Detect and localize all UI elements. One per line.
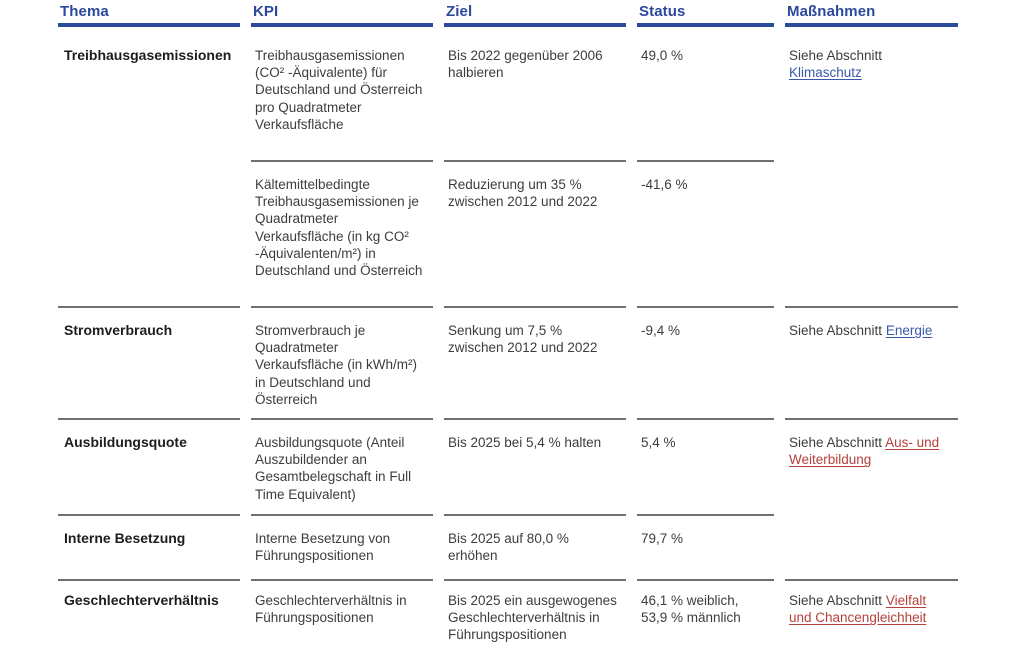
table-row: Geschlechterverhältnis Geschlechterverhä…: [58, 579, 1024, 661]
cell-status: 46,1 % weiblich, 53,9 % männlich: [637, 579, 774, 661]
cell-ziel: Bis 2025 ein ausgewogenes Geschlechterve…: [444, 579, 626, 661]
cell-massnahmen: Siehe Abschnitt Vielfalt und Chancenglei…: [785, 579, 958, 661]
cell-kpi: Stromverbrauch je Quadratmeter Verkaufsf…: [251, 306, 433, 418]
cell-status: -9,4 %: [637, 306, 774, 418]
cell-ziel: Bis 2025 auf 80,0 % erhöhen: [444, 514, 626, 579]
column-header-ziel: Ziel: [444, 2, 626, 27]
table-row: Ausbildungsquote Ausbildungsquote (Antei…: [58, 418, 1024, 514]
link-vielfalt-und-chancengleichheit[interactable]: Vielfalt und Chancengleichheit: [789, 593, 927, 626]
cell-thema: Interne Besetzung: [58, 514, 240, 579]
cell-massnahmen: [785, 514, 958, 579]
cell-kpi: Treibhausgasemissionen (CO² -Äquivalente…: [255, 48, 423, 132]
massnahmen-prefix: Siehe Abschnitt: [789, 435, 883, 450]
table-header-row: Thema KPI Ziel Status Maßnahmen: [58, 2, 1024, 27]
column-header-thema: Thema: [58, 2, 240, 27]
link-aus-und-weiterbildung[interactable]: Aus- und Weiterbildung: [789, 435, 940, 468]
table-row: Treibhausgasemissionen Treibhausgasemiss…: [58, 45, 1024, 160]
table-row: Kältemittelbedingte Treibhausgasemission…: [58, 160, 1024, 306]
table-row: Stromverbrauch Stromverbrauch je Quadrat…: [58, 306, 1024, 418]
cell-status: 79,7 %: [637, 514, 774, 579]
massnahmen-prefix: Siehe Abschnitt: [789, 48, 883, 63]
cell-ziel: Bis 2025 bei 5,4 % halten: [444, 418, 626, 514]
cell-thema: Treibhausgasemissionen: [64, 47, 232, 63]
cell-massnahmen: Siehe Abschnitt Aus- und Weiterbildung: [785, 418, 958, 514]
cell-kpi: Kältemittelbedingte Treibhausgasemission…: [251, 160, 433, 306]
cell-ziel: Senkung um 7,5 % zwischen 2012 und 2022: [444, 306, 626, 418]
cell-kpi: Interne Besetzung von Führungspositionen: [251, 514, 433, 579]
cell-thema: Stromverbrauch: [58, 306, 240, 418]
cell-kpi: Geschlechterverhältnis in Führungspositi…: [251, 579, 433, 661]
link-energie[interactable]: Energie: [885, 323, 933, 338]
cell-thema: Geschlechterverhältnis: [58, 579, 240, 661]
cell-status: -41,6 %: [637, 160, 774, 306]
column-header-kpi: KPI: [251, 2, 433, 27]
cell-massnahmen: Siehe Abschnitt Klimaschutz: [785, 45, 958, 160]
massnahmen-prefix: Siehe Abschnitt: [789, 323, 883, 338]
cell-ziel: Reduzierung um 35 % zwischen 2012 und 20…: [444, 160, 626, 306]
column-header-massnahmen: Maßnahmen: [785, 2, 958, 27]
cell-status: 5,4 %: [637, 418, 774, 514]
massnahmen-prefix: Siehe Abschnitt: [789, 593, 883, 608]
cell-massnahmen: [785, 160, 958, 306]
cell-ziel: Bis 2022 gegenüber 2006 halbieren: [448, 48, 603, 81]
cell-status: 49,0 %: [641, 48, 684, 63]
link-klimaschutz[interactable]: Klimaschutz: [789, 65, 862, 81]
column-header-status: Status: [637, 2, 774, 27]
table-row: Interne Besetzung Interne Besetzung von …: [58, 514, 1024, 579]
cell-kpi: Ausbildungsquote (Anteil Auszubildender …: [251, 418, 433, 514]
cell-thema: [58, 160, 240, 306]
cell-massnahmen: Siehe Abschnitt Energie: [785, 306, 958, 418]
cell-thema: Ausbildungsquote: [58, 418, 240, 514]
